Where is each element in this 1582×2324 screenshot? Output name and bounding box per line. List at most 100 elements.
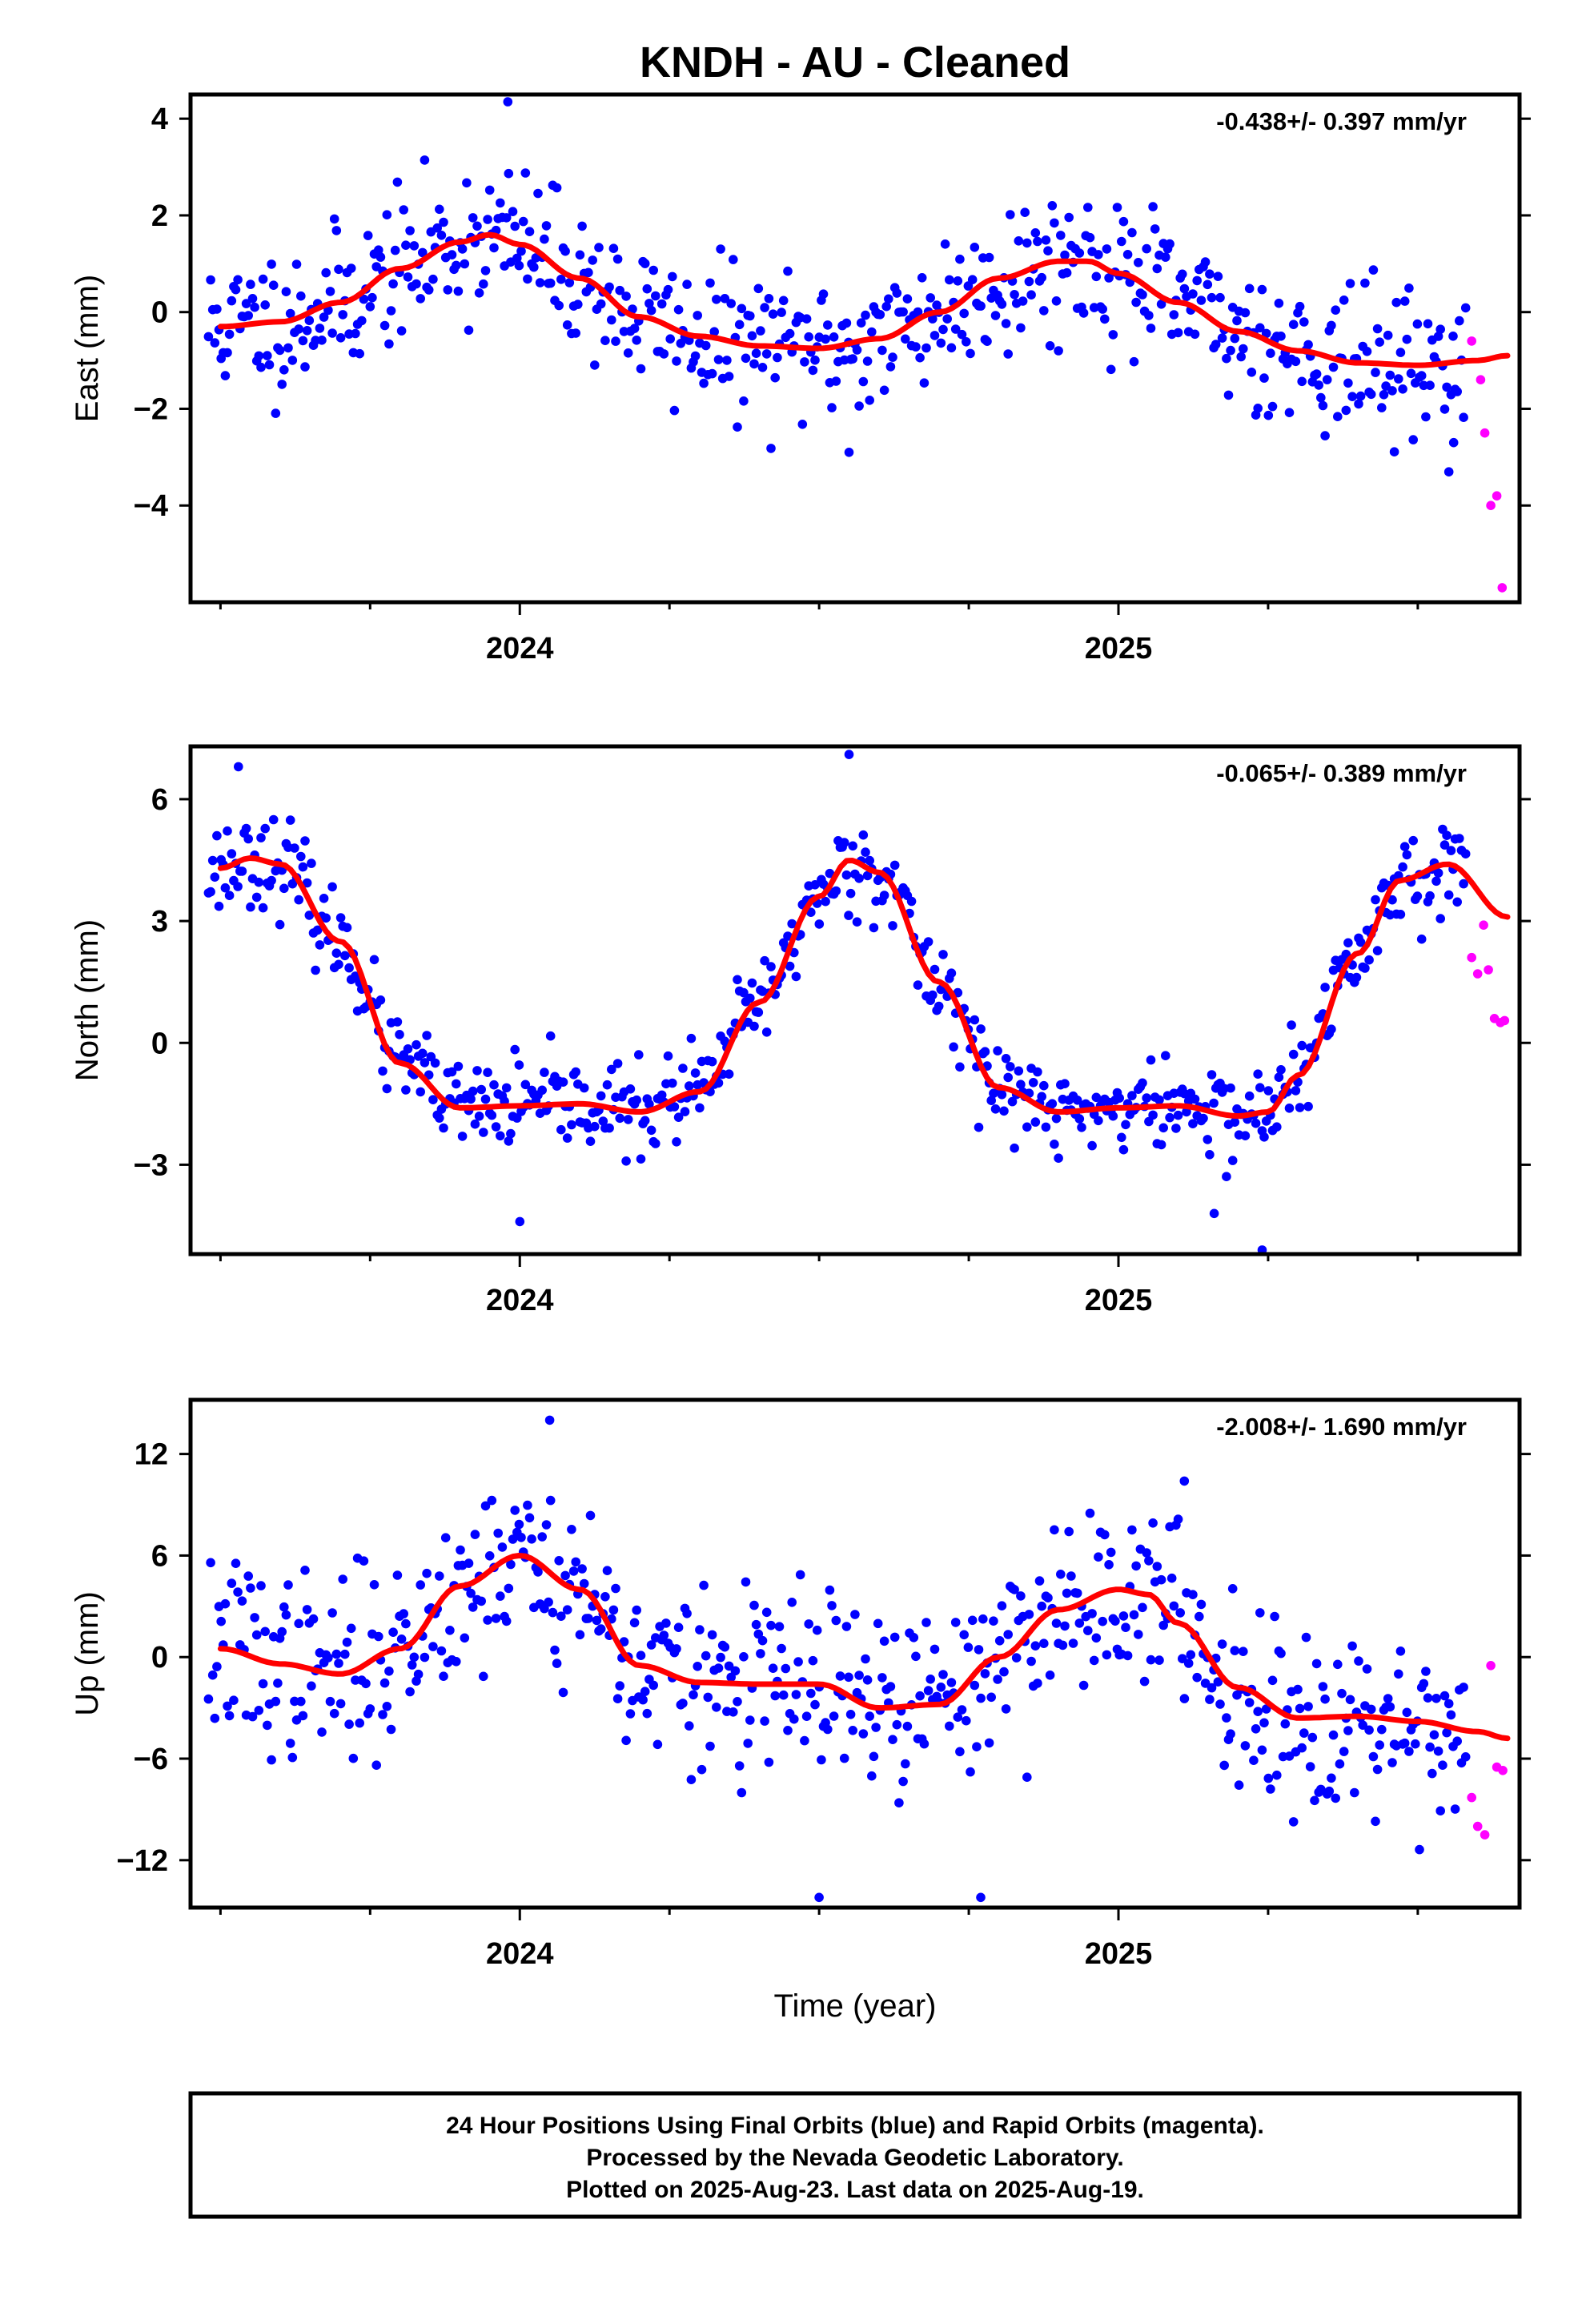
final-orbit-point — [1318, 1682, 1328, 1691]
final-orbit-point — [1085, 232, 1095, 243]
final-orbit-point — [629, 324, 640, 333]
final-orbit-point — [283, 1580, 293, 1590]
final-orbit-point — [223, 826, 232, 836]
final-orbit-point — [1110, 1616, 1120, 1626]
final-orbit-point — [1385, 1702, 1395, 1712]
final-orbit-point — [514, 1519, 524, 1530]
y-axis-label: North (mm) — [70, 919, 105, 1081]
final-orbit-point — [861, 310, 870, 320]
final-orbit-point — [1443, 890, 1454, 900]
final-orbit-point — [1341, 405, 1351, 416]
final-orbit-point — [634, 1050, 644, 1059]
final-orbit-point — [416, 1580, 425, 1590]
final-orbit-point — [640, 1116, 650, 1126]
final-orbit-point — [751, 1619, 761, 1630]
final-orbit-point — [1383, 330, 1393, 340]
final-orbit-point — [1041, 1122, 1051, 1132]
final-orbit-point — [1129, 356, 1139, 367]
final-orbit-point — [892, 288, 902, 298]
final-orbit-point — [453, 286, 464, 296]
final-orbit-point — [1205, 1695, 1215, 1704]
final-orbit-point — [1156, 1140, 1166, 1150]
final-orbit-point — [1460, 849, 1471, 858]
final-orbit-point — [1419, 1679, 1429, 1689]
final-orbit-point — [1239, 344, 1248, 354]
final-orbit-point — [304, 911, 315, 920]
final-orbit-point — [827, 403, 837, 412]
final-orbit-point — [986, 1096, 996, 1105]
final-orbit-point — [661, 1618, 671, 1628]
final-orbit-point — [590, 1121, 600, 1132]
final-orbit-point — [1253, 1707, 1263, 1716]
final-orbit-point — [839, 1753, 849, 1763]
final-orbit-point — [1148, 202, 1158, 211]
final-orbit-point — [1402, 850, 1412, 860]
final-orbit-point — [319, 894, 329, 903]
final-orbit-point — [1251, 1118, 1261, 1128]
final-orbit-point — [665, 334, 675, 344]
final-orbit-point — [734, 320, 745, 330]
final-orbit-point — [1043, 1593, 1053, 1602]
final-orbit-point — [976, 1693, 986, 1703]
final-orbit-point — [1303, 1702, 1313, 1711]
x-tick-label: 2024 — [486, 1284, 554, 1317]
final-orbit-point — [689, 1690, 698, 1700]
final-orbit-point — [1287, 1020, 1296, 1030]
final-orbit-point — [220, 1598, 231, 1609]
final-orbit-point — [1094, 1116, 1103, 1126]
final-orbit-point — [520, 1080, 531, 1090]
final-orbit-point — [997, 300, 1007, 309]
final-orbit-point — [1190, 329, 1200, 340]
final-orbit-point — [1114, 1093, 1124, 1103]
final-orbit-point — [1016, 1591, 1026, 1601]
final-orbit-point — [1227, 1584, 1238, 1594]
final-orbit-point — [296, 291, 306, 301]
final-orbit-point — [203, 1694, 214, 1704]
final-orbit-point — [474, 1112, 484, 1121]
final-orbit-point — [1291, 356, 1301, 367]
final-orbit-point — [251, 1630, 262, 1640]
final-orbit-point — [768, 1663, 778, 1673]
final-orbit-point — [1412, 319, 1423, 329]
final-orbit-point — [1182, 1107, 1191, 1117]
final-orbit-point — [642, 1708, 652, 1719]
final-orbit-point — [327, 882, 337, 892]
final-orbit-point — [1345, 279, 1355, 288]
final-orbit-point — [1433, 868, 1443, 878]
final-orbit-point — [216, 1616, 227, 1626]
final-orbit-point — [1215, 1699, 1225, 1709]
velocity-label: -2.008+/- 1.690 mm/yr — [1216, 1413, 1467, 1441]
final-orbit-point — [862, 870, 873, 881]
final-orbit-point — [550, 1645, 560, 1655]
final-orbit-point — [544, 1415, 555, 1425]
final-orbit-point — [611, 336, 620, 346]
final-orbit-point — [915, 1691, 925, 1701]
final-orbit-point — [287, 1752, 298, 1763]
final-orbit-point — [1316, 392, 1326, 403]
final-orbit-point — [793, 1657, 803, 1667]
final-orbit-point — [544, 1597, 553, 1607]
final-orbit-point — [1047, 1099, 1058, 1108]
final-orbit-point — [770, 1691, 780, 1701]
final-orbit-point — [1085, 1508, 1095, 1518]
final-orbit-point — [804, 1619, 813, 1629]
final-orbit-point — [892, 1719, 902, 1730]
final-orbit-point — [923, 1686, 934, 1695]
final-orbit-point — [953, 276, 963, 286]
final-orbit-point — [1122, 1651, 1133, 1661]
final-orbit-point — [294, 324, 304, 334]
final-orbit-point — [371, 1760, 382, 1770]
final-orbit-point — [233, 275, 243, 285]
final-orbit-point — [533, 188, 543, 199]
final-orbit-point — [648, 265, 658, 275]
final-orbit-point — [541, 1520, 552, 1530]
final-orbit-point — [529, 262, 539, 272]
final-orbit-point — [545, 1495, 556, 1506]
final-orbit-point — [556, 1124, 566, 1135]
final-orbit-point — [399, 205, 409, 215]
final-orbit-point — [573, 300, 583, 309]
final-orbit-point — [1333, 1659, 1343, 1670]
final-orbit-point — [247, 1711, 258, 1722]
final-orbit-point — [770, 372, 780, 383]
final-orbit-point — [1395, 910, 1406, 919]
